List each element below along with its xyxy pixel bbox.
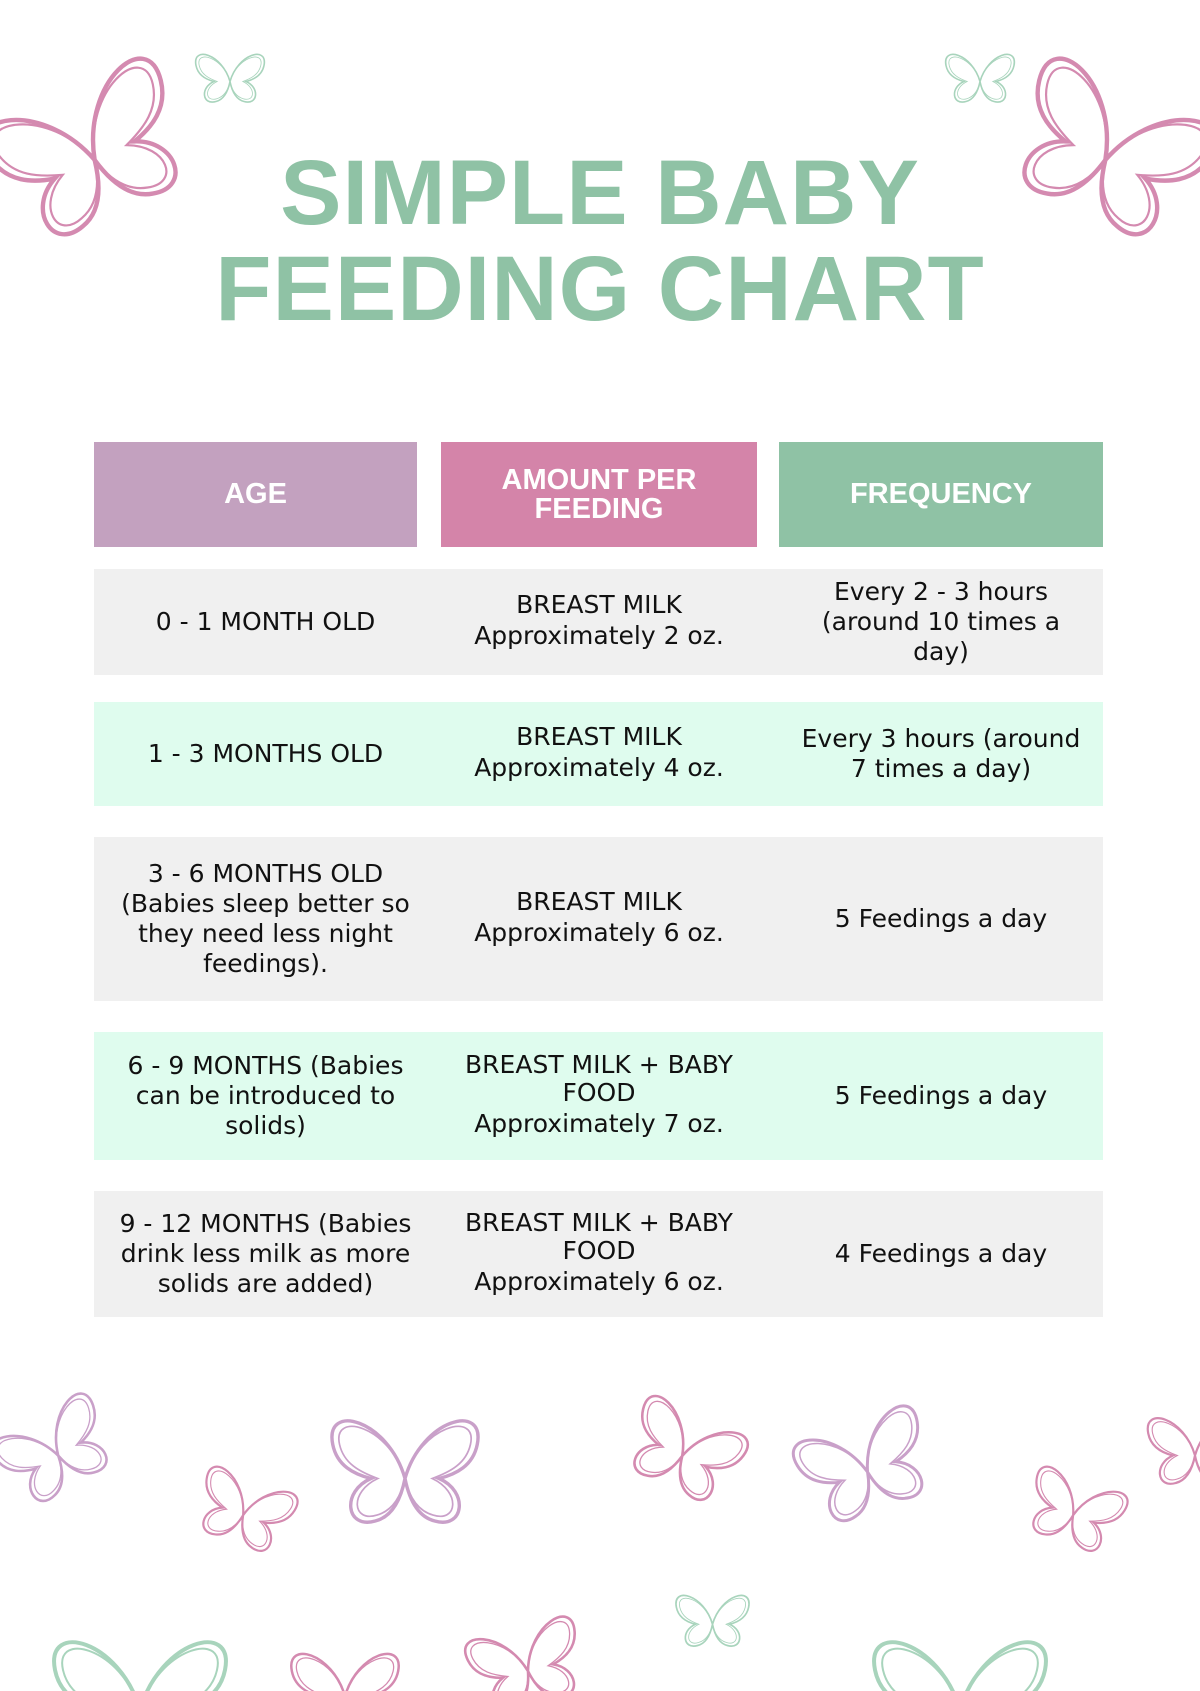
amount: Approximately 6 oz. xyxy=(474,1267,724,1296)
column-header: FREQUENCY xyxy=(779,442,1103,547)
butterfly xyxy=(874,1642,1046,1691)
amount: Approximately 6 oz. xyxy=(474,918,724,947)
row-background xyxy=(94,569,1103,675)
frequency-cell: 4 Feedings a day xyxy=(834,1239,1048,1268)
amount-cell: BREAST MILK Approximately 2 oz. xyxy=(431,569,767,675)
butterfly xyxy=(330,1419,480,1524)
frequency-cell: 5 Feedings a day xyxy=(834,904,1048,933)
column-header: AGE xyxy=(94,442,417,547)
food: BREAST MILK xyxy=(516,887,682,916)
age-cell: 3 - 6 MONTHS OLD (Babies sleep better so… xyxy=(121,859,410,978)
amount-cell: BREAST MILK Approximately 6 oz. xyxy=(431,837,767,1001)
amount: Approximately 7 oz. xyxy=(474,1109,724,1138)
title: SIMPLE BABY FEEDING CHART xyxy=(215,142,985,340)
butterfly xyxy=(187,1462,302,1560)
butterfly xyxy=(460,1612,593,1691)
amount: Approximately 4 oz. xyxy=(474,753,724,782)
butterfly xyxy=(290,1652,400,1691)
butterfly xyxy=(674,1594,751,1648)
food: BREAST MILK xyxy=(516,590,682,619)
food: BREAST MILK + BABY FOOD xyxy=(465,1208,733,1265)
frequency-cell: Every 3 hours (around 7 times a day) xyxy=(801,724,1081,783)
age-cell: 1 - 3 MONTHS OLD xyxy=(147,739,384,768)
amount: Approximately 2 oz. xyxy=(474,621,724,650)
butterfly xyxy=(788,1400,943,1532)
butterfly xyxy=(0,1388,125,1515)
butterfly xyxy=(54,1642,226,1691)
amount-cell: BREAST MILK + BABY FOOD Approximately 7 o… xyxy=(431,1032,767,1160)
butterfly xyxy=(194,53,266,104)
amount-cell: BREAST MILK + BABY FOOD Approximately 6 o… xyxy=(431,1191,767,1317)
frequency-cell: 5 Feedings a day xyxy=(834,1081,1048,1110)
butterfly xyxy=(1017,1462,1132,1560)
row-background xyxy=(94,1191,1103,1317)
food: BREAST MILK + BABY FOOD xyxy=(465,1050,733,1107)
food: BREAST MILK xyxy=(516,722,682,751)
age-cell: 0 - 1 MONTH OLD xyxy=(155,607,376,636)
row-background xyxy=(94,1032,1103,1160)
butterfly xyxy=(944,53,1016,104)
row-background xyxy=(94,702,1103,806)
butterfly xyxy=(616,1390,753,1512)
age-cell: 6 - 9 MONTHS (Babies can be introduced t… xyxy=(127,1051,404,1140)
amount-cell: BREAST MILK Approximately 4 oz. xyxy=(431,702,767,806)
frequency-cell: Every 2 - 3 hours (around 10 times a day… xyxy=(821,577,1061,666)
row-background xyxy=(94,837,1103,1001)
butterfly xyxy=(1146,1416,1200,1486)
age-cell: 9 - 12 MONTHS (Babies drink less milk as… xyxy=(119,1209,412,1298)
column-header: AMOUNT PER FEEDING xyxy=(441,442,757,547)
